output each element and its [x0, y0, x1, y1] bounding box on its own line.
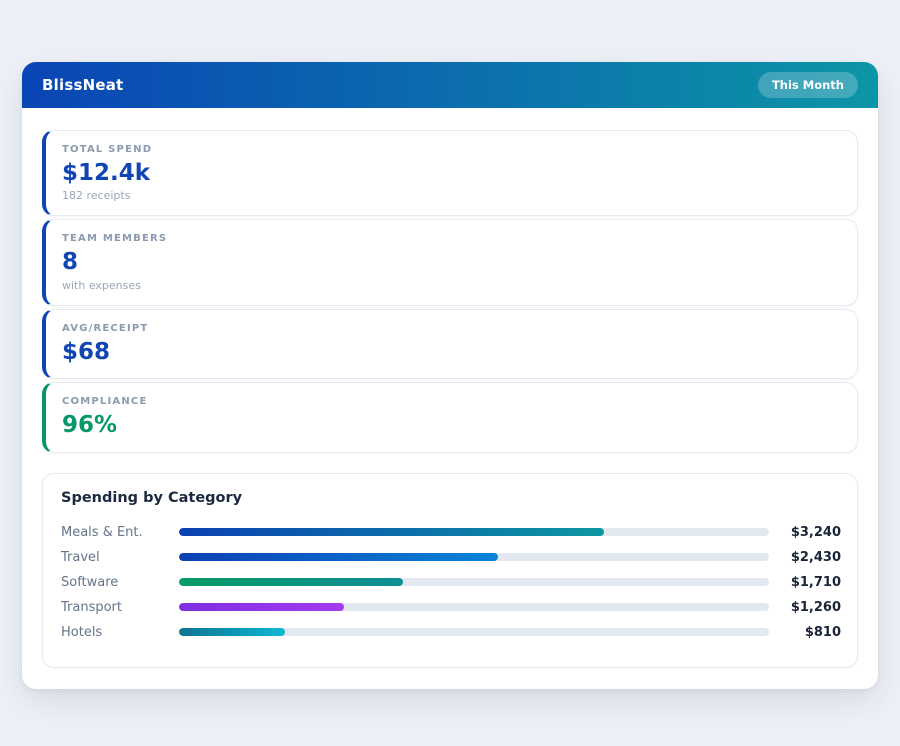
stat-value: $12.4k: [62, 160, 839, 186]
dashboard-content: TOTAL SPEND $12.4k 182 receipts TEAM MEM…: [22, 108, 878, 689]
stat-card-team-members: TEAM MEMBERS 8 with expenses: [42, 219, 858, 305]
chart-title: Spending by Category: [61, 490, 841, 506]
stat-card-total-spend: TOTAL SPEND $12.4k 182 receipts: [42, 130, 858, 216]
category-label: Software: [61, 575, 179, 590]
dashboard-container: BlissNeat This Month TOTAL SPEND $12.4k …: [22, 62, 878, 689]
stat-card-compliance: COMPLIANCE 96%: [42, 382, 858, 452]
stat-label: TEAM MEMBERS: [62, 233, 839, 244]
category-row-transport: Transport $1,260: [61, 595, 841, 620]
category-label: Travel: [61, 550, 179, 565]
category-row-hotels: Hotels $810: [61, 620, 841, 645]
category-label: Transport: [61, 600, 179, 615]
category-row-software: Software $1,710: [61, 570, 841, 595]
category-value: $2,430: [769, 550, 841, 565]
stat-value: $68: [62, 339, 839, 365]
category-bar-track: [179, 603, 769, 611]
category-bar-fill: [179, 528, 604, 536]
stat-label: COMPLIANCE: [62, 396, 839, 407]
category-value: $1,260: [769, 600, 841, 615]
stat-card-avg-receipt: AVG/RECEIPT $68: [42, 309, 858, 379]
category-bar-fill: [179, 603, 344, 611]
stat-label: AVG/RECEIPT: [62, 323, 839, 334]
category-value: $810: [769, 625, 841, 640]
category-row-travel: Travel $2,430: [61, 545, 841, 570]
category-row-meals: Meals & Ent. $3,240: [61, 520, 841, 545]
category-bar-track: [179, 553, 769, 561]
period-badge[interactable]: This Month: [758, 72, 858, 98]
category-value: $1,710: [769, 575, 841, 590]
stat-value: 96%: [62, 412, 839, 438]
stat-value: 8: [62, 249, 839, 275]
app-title: BlissNeat: [42, 76, 123, 94]
category-value: $3,240: [769, 525, 841, 540]
category-bar-track: [179, 528, 769, 536]
stat-subtext: with expenses: [62, 279, 839, 292]
spending-by-category-card: Spending by Category Meals & Ent. $3,240…: [42, 473, 858, 668]
category-bar-fill: [179, 553, 498, 561]
category-bar-fill: [179, 578, 403, 586]
page: BlissNeat This Month TOTAL SPEND $12.4k …: [0, 0, 900, 689]
category-bar-track: [179, 578, 769, 586]
stat-label: TOTAL SPEND: [62, 144, 839, 155]
category-label: Meals & Ent.: [61, 525, 179, 540]
stat-subtext: 182 receipts: [62, 189, 839, 202]
category-label: Hotels: [61, 625, 179, 640]
app-header: BlissNeat This Month: [22, 62, 878, 108]
category-bar-fill: [179, 628, 285, 636]
category-bar-track: [179, 628, 769, 636]
